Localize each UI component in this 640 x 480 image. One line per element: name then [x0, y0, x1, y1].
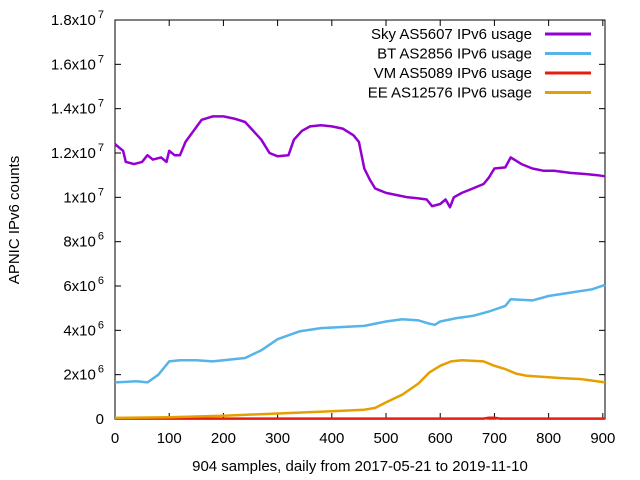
legend-label-3: EE AS12576 IPv6 usage — [368, 85, 532, 102]
y-tick-label: 4x10 6 — [63, 319, 104, 339]
series-line-3 — [114, 359, 606, 420]
series-lines — [114, 115, 606, 420]
legend: Sky AS5607 IPv6 usage BT AS2856 IPv6 usag… — [368, 26, 591, 102]
x-tick-label: 300 — [265, 430, 290, 447]
y-tick-mantissa: 4x10 — [63, 322, 96, 339]
y-tick-exponent: 7 — [98, 186, 104, 198]
y-tick-mantissa: 8x10 — [63, 234, 96, 251]
y-tick-label: 6x10 6 — [63, 275, 104, 295]
y-tick-mantissa: 0 — [96, 411, 104, 428]
x-tick-label: 0 — [111, 430, 119, 447]
y-tick-label: 1.4x10 7 — [51, 98, 104, 118]
x-tick-label: 500 — [374, 430, 399, 447]
y-tick-label: 8x10 6 — [63, 231, 104, 251]
y-tick-label: 2x10 6 — [63, 364, 104, 384]
x-tick-label: 400 — [319, 430, 344, 447]
y-tick-mantissa: 1.2x10 — [51, 145, 96, 162]
x-tick-label: 900 — [590, 430, 615, 447]
legend-label-2: VM AS5089 IPv6 usage — [374, 65, 532, 82]
series-line-2 — [115, 416, 605, 420]
y-tick-label: 1.8x10 7 — [51, 9, 104, 29]
x-tick-label: 200 — [211, 430, 236, 447]
y-tick-exponent: 6 — [98, 319, 104, 331]
y-axis-title: APNIC IPv6 counts — [6, 156, 23, 284]
y-tick-label: 1x10 7 — [63, 186, 104, 206]
y-tick-mantissa: 6x10 — [63, 278, 96, 295]
y-tick-mantissa: 1.4x10 — [51, 101, 96, 118]
x-tick-label: 700 — [482, 430, 507, 447]
y-tick-exponent: 7 — [98, 53, 104, 65]
series-line-0 — [114, 115, 606, 209]
y-tick-mantissa: 1.8x10 — [51, 12, 96, 29]
y-tick-label: 1.2x10 7 — [51, 142, 104, 162]
y-tick-exponent: 6 — [98, 231, 104, 243]
legend-label-0: Sky AS5607 IPv6 usage — [371, 26, 532, 43]
legend-label-1: BT AS2856 IPv6 usage — [377, 46, 532, 63]
y-tick-exponent: 7 — [98, 142, 104, 154]
y-tick-exponent: 7 — [98, 9, 104, 21]
series-line-1 — [114, 283, 606, 384]
y-tick-exponent: 7 — [98, 98, 104, 110]
y-tick-mantissa: 1x10 — [63, 189, 96, 206]
y-tick-exponent: 6 — [98, 275, 104, 287]
x-tick-label: 100 — [157, 430, 182, 447]
y-tick-mantissa: 1.6x10 — [51, 56, 96, 73]
y-tick-label: 1.6x10 7 — [51, 53, 104, 73]
x-tick-label: 800 — [536, 430, 561, 447]
y-tick-exponent: 6 — [98, 364, 104, 376]
x-tick-label: 600 — [428, 430, 453, 447]
y-tick-label: 0 — [96, 411, 104, 428]
y-tick-mantissa: 2x10 — [63, 367, 96, 384]
x-axis-title: 904 samples, daily from 2017-05-21 to 20… — [192, 458, 528, 475]
